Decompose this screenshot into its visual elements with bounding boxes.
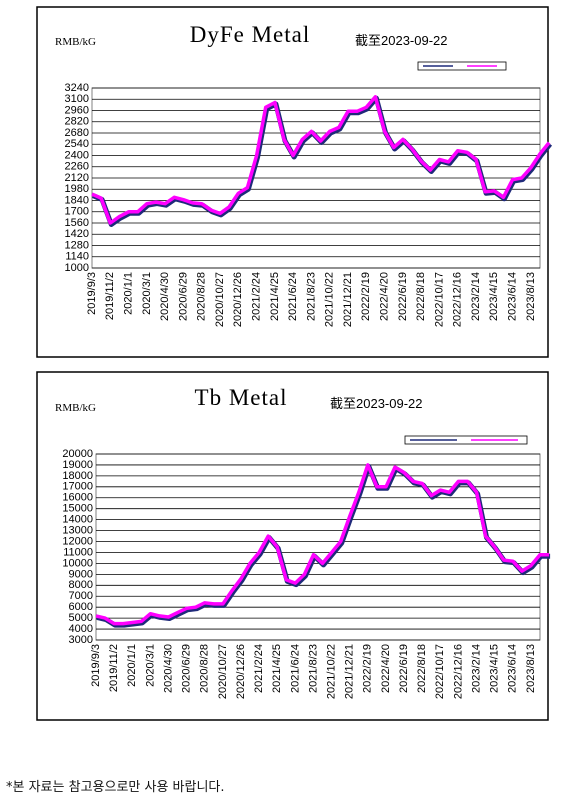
y-tick-label: 1420 [65,228,89,240]
y-tick-label: 6000 [69,601,93,613]
x-tick-label: 2020/1/1 [126,644,138,687]
y-tick-label: 3000 [69,634,93,646]
y-tick-label: 16000 [62,492,93,504]
x-tick-label: 2020/10/27 [214,272,226,327]
x-tick-label: 2020/3/1 [144,644,156,687]
chart-title: Tb Metal [195,385,288,410]
x-tick-label: 2023/4/15 [489,644,501,693]
y-tick-label: 19000 [62,459,93,471]
x-tick-label: 2019/9/3 [90,644,102,687]
x-tick-label: 2021/6/24 [289,644,301,693]
chart-subtitle: 截至2023-09-22 [330,396,423,411]
y-tick-label: 2820 [65,116,89,128]
data-line [95,463,550,626]
y-tick-label: 3240 [65,82,89,94]
charts: 1000114012801420156017001840198021202260… [36,6,553,721]
x-tick-label: 2021/6/24 [287,272,299,321]
x-tick-label: 2020/4/30 [159,272,171,321]
x-tick-label: 2020/8/28 [199,644,211,693]
x-tick-label: 2023/6/14 [506,272,518,321]
y-tick-label: 9000 [69,568,93,580]
legend-box [404,435,528,445]
x-tick-label: 2022/2/19 [362,644,374,693]
x-tick-label: 2022/8/18 [415,272,427,321]
x-tick-label: 2022/4/20 [378,272,390,321]
x-tick-label: 2022/10/17 [434,644,446,699]
y-tick-label: 2540 [65,138,89,150]
y-tick-label: 14000 [62,514,93,526]
y-tick-label: 4000 [69,623,93,635]
y-tick-label: 1000 [65,262,89,274]
x-tick-label: 2020/1/1 [122,272,134,315]
x-tick-label: 2020/8/28 [196,272,208,321]
y-tick-label: 1560 [65,217,89,229]
y-tick-label: 11000 [63,546,93,558]
x-tick-label: 2023/4/15 [488,272,500,321]
chart-title: DyFe Metal [190,22,311,47]
x-tick-label: 2020/12/26 [235,644,247,699]
x-tick-label: 2023/2/14 [470,644,482,693]
x-tick-label: 2022/12/16 [452,272,464,327]
x-tick-label: 2021/12/21 [342,272,354,327]
legend-box [417,61,507,71]
x-tick-label: 2019/11/2 [108,644,120,692]
x-tick-label: 2023/6/14 [507,644,519,693]
x-tick-label: 2021/8/23 [307,644,319,693]
x-tick-label: 2022/4/20 [380,644,392,693]
y-tick-label: 15000 [62,503,93,515]
y-tick-label: 2400 [65,149,89,161]
y-tick-label: 3100 [65,93,89,105]
y-tick-label: 18000 [62,470,93,482]
x-tick-label: 2020/4/30 [162,644,174,693]
x-tick-label: 2021/4/25 [269,272,281,321]
y-tick-label: 1700 [65,206,89,218]
x-tick-label: 2022/10/17 [433,272,445,327]
x-tick-label: 2020/10/27 [217,644,229,699]
x-tick-label: 2023/2/14 [470,272,482,321]
plot-area [95,453,541,641]
y-tick-label: 2960 [65,104,89,116]
y-tick-label: 2680 [65,127,89,139]
x-tick-label: 2022/2/19 [360,272,372,321]
y-tick-label: 8000 [69,579,93,591]
x-tick-label: 2021/12/21 [344,644,356,699]
y-axis-unit: RMB/kG [55,36,96,48]
x-tick-label: 2023/8/13 [525,272,537,321]
x-tick-label: 2020/6/29 [177,272,189,321]
y-tick-label: 1140 [65,251,89,263]
y-tick-label: 7000 [69,590,93,602]
x-tick-label: 2021/2/24 [253,644,265,693]
x-tick-label: 2020/12/26 [232,272,244,327]
x-tick-label: 2022/12/16 [452,644,464,699]
x-tick-label: 2019/11/2 [104,272,116,320]
y-tick-label: 12000 [62,535,93,547]
y-tick-label: 2260 [65,161,89,173]
x-tick-label: 2023/8/13 [525,644,537,693]
x-tick-label: 2019/9/3 [86,272,98,315]
y-tick-label: 20000 [62,448,93,460]
chart-subtitle: 截至2023-09-22 [355,33,448,48]
y-tick-label: 2120 [65,172,89,184]
x-tick-label: 2021/2/24 [250,272,262,321]
x-tick-label: 2020/6/29 [181,644,193,693]
y-tick-label: 5000 [69,612,93,624]
x-tick-label: 2020/3/1 [141,272,153,315]
y-tick-label: 1980 [65,183,89,195]
data-line [91,95,551,225]
y-axis-unit: RMB/kG [55,402,96,414]
x-tick-label: 2022/6/19 [397,272,409,321]
y-tick-label: 13000 [62,524,93,536]
footer-note: *본 자료는 참고용으로만 사용 바랍니다. [6,780,225,795]
y-tick-label: 1840 [65,194,89,206]
x-tick-label: 2021/10/22 [325,644,337,699]
x-tick-label: 2021/4/25 [271,644,283,693]
x-tick-label: 2022/6/19 [398,644,410,693]
x-tick-label: 2021/8/23 [305,272,317,321]
y-tick-label: 17000 [62,481,93,493]
x-tick-label: 2022/8/18 [416,644,428,693]
y-tick-label: 1280 [65,239,89,251]
y-tick-label: 10000 [62,557,93,569]
x-tick-label: 2021/10/22 [324,272,336,327]
